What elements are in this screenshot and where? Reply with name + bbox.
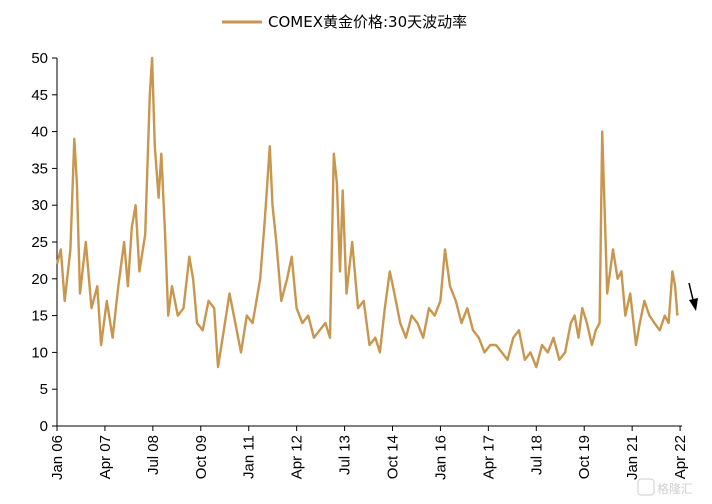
- x-tick-label: Apr 17: [480, 435, 497, 479]
- legend-label: COMEX黄金价格:30天波动率: [268, 13, 467, 31]
- series-layer: [55, 56, 679, 369]
- watermark: 格隆汇: [637, 478, 693, 496]
- x-tick-label: Jul 18: [528, 435, 545, 475]
- y-tick-label: 25: [31, 234, 48, 251]
- y-tick-label: 35: [31, 160, 48, 177]
- y-tick-label: 30: [31, 197, 48, 214]
- x-tick-label: Oct 09: [193, 435, 210, 479]
- y-tick-label: 0: [40, 418, 48, 435]
- x-tick-label: Jul 13: [337, 435, 354, 475]
- trend-arrow: [688, 282, 698, 311]
- x-axis: Jan 06 Apr 07 Jul 08 Oct 09 Jan 11 Apr 12 Jul …: [49, 425, 689, 480]
- trend-arrow-head-icon: [689, 298, 698, 311]
- watermark-text: 格隆汇: [657, 481, 693, 496]
- y-tick-label: 15: [31, 308, 48, 325]
- x-tick-label: Apr 07: [97, 435, 114, 479]
- y-tick-label: 40: [31, 124, 48, 141]
- x-tick-label: Apr 22: [672, 435, 689, 479]
- y-tick-label: 10: [31, 344, 48, 361]
- y-tick-label: 5: [40, 381, 48, 398]
- x-tick-label: Apr 12: [289, 435, 306, 479]
- x-tick-label: Jul 08: [145, 435, 162, 475]
- y-tick-label: 45: [31, 87, 48, 104]
- x-tick-label: Jan 06: [49, 435, 66, 480]
- x-tick-label: Jan 21: [624, 435, 641, 480]
- x-tick-label: Jan 16: [432, 435, 449, 480]
- x-tick-label: Oct 19: [576, 435, 593, 479]
- y-tick-label: 50: [31, 50, 48, 67]
- series-line-0: [55, 56, 679, 369]
- y-axis: 0 5 10 15 20 25 30 35 40 45 50: [31, 50, 58, 435]
- legend: COMEX黄金价格:30天波动率: [222, 13, 467, 31]
- x-tick-label: Oct 14: [385, 435, 402, 479]
- x-tick-label: Jan 11: [241, 435, 258, 479]
- watermark-logo-icon: [637, 478, 655, 496]
- y-tick-label: 20: [31, 271, 48, 288]
